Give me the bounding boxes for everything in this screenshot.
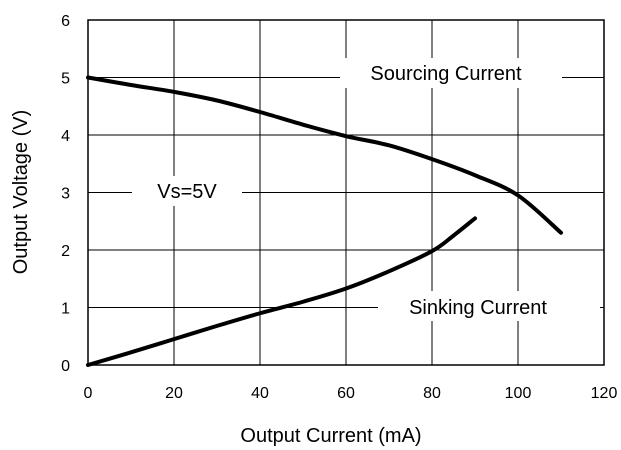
annotation-sourcing-current: Sourcing Current <box>370 63 522 85</box>
y-tick-labels: 0 1 2 3 4 5 6 <box>61 13 70 375</box>
x-tick-label: 60 <box>337 385 355 402</box>
series-group <box>86 75 563 367</box>
plot-frame <box>87 19 605 366</box>
y-tick-label: 4 <box>61 128 70 145</box>
x-tick-label: 120 <box>591 385 618 402</box>
sourcing-label-backdrop <box>340 58 562 88</box>
y-tick-label: 3 <box>61 186 70 203</box>
x-tick-label: 100 <box>505 385 532 402</box>
x-axis-title: Output Current (mA) <box>240 425 421 447</box>
x-tick-labels: 0 20 40 60 80 100 120 <box>84 385 618 402</box>
sourcing-current-line <box>86 75 563 235</box>
sinking-label-backdrop <box>378 291 600 321</box>
y-tick-label: 6 <box>61 13 70 30</box>
x-tick-label: 20 <box>165 385 183 402</box>
y-tick-label: 0 <box>61 358 70 375</box>
annotation-sinking-current: Sinking Current <box>409 297 547 319</box>
annotation-supply-voltage: Vs=5V <box>157 181 217 203</box>
x-tick-label: 40 <box>251 385 269 402</box>
x-tick-label: 0 <box>84 385 93 402</box>
y-tick-label: 2 <box>61 243 70 260</box>
x-tick-label: 80 <box>423 385 441 402</box>
sinking-current-line <box>86 216 477 367</box>
y-tick-label: 5 <box>61 71 70 88</box>
y-axis-title: Output Voltage (V) <box>10 110 32 275</box>
supply-label-backdrop <box>132 176 242 206</box>
y-tick-label: 1 <box>61 301 70 318</box>
